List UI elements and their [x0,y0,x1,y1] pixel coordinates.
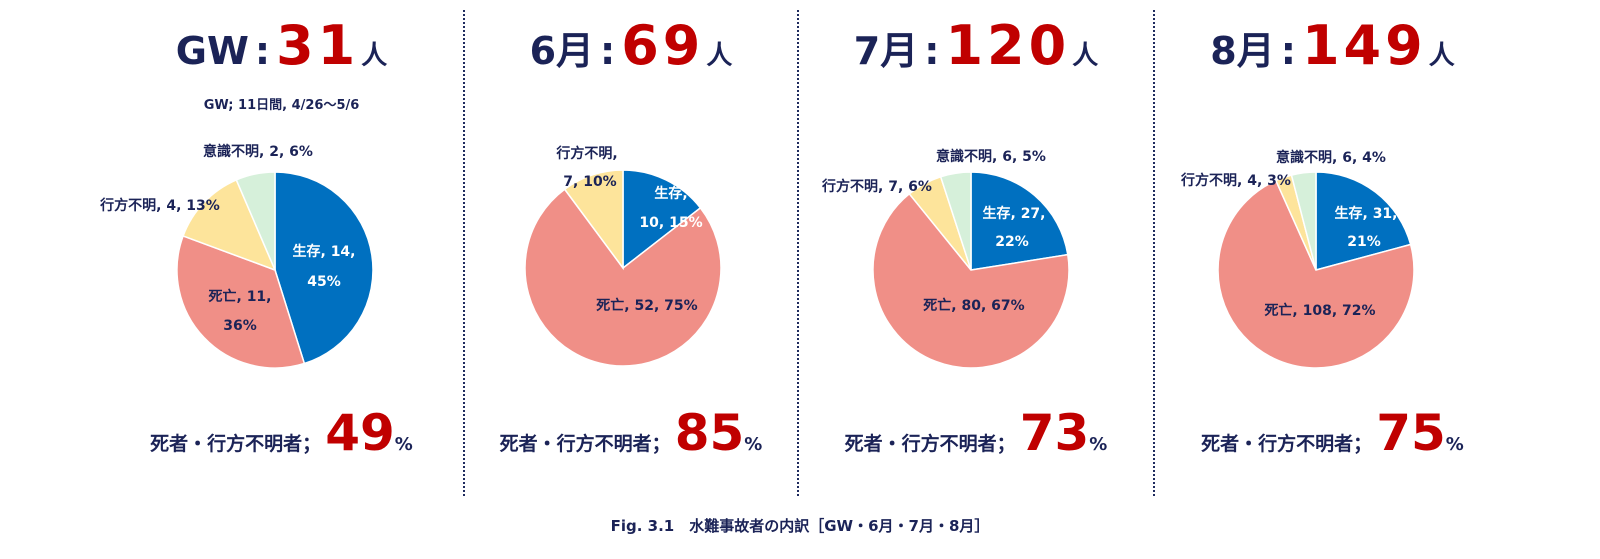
label-unconscious: 意識不明, 6, 4% [1276,149,1386,166]
summary-value: 75 [1376,404,1446,462]
title-label: 7月 [853,29,919,73]
summary: 死者・行方不明者；85% [465,404,797,462]
pie-chart-august: 生存, 31, 21% 死亡, 108, 72% 行方不明, 4, 3% 意識不… [1180,149,1415,369]
title-number: 149 [1301,14,1427,77]
title-number: 120 [945,14,1071,77]
pie-slice-missing [182,178,277,272]
label-survived-line1: 生存, [654,185,687,202]
panel-divider [797,10,799,496]
label-unconscious: 意識不明, 6, 5% [936,148,1046,165]
label-dead: 死亡, 52, 75% [595,297,697,314]
title-unit: 人 [1428,41,1455,71]
label-missing: 行方不明, 4, 13% [99,197,220,214]
pie-slice-survived [970,171,1069,271]
pie-slice-survived [1315,171,1412,271]
chart-title: 8月:149人 [1155,14,1510,77]
chart-panel-august: 8月:149人 生存, 31, 21% 死亡, 108, 72% 行方不明, 4… [1155,0,1510,500]
label-survived-line2: 22% [995,234,1029,250]
title-number: 69 [621,14,705,77]
label-missing: 行方不明, 7, 6% [821,178,932,195]
pie-slice-survived [274,171,374,365]
summary-label: 死者・行方不明者； [150,433,322,455]
summary-label: 死者・行方不明者； [499,433,671,455]
pie-slice-unconscious [235,171,276,271]
title-colon: : [600,29,616,73]
chart-title: 7月:120人 [799,14,1153,77]
chart-title: 6月:69人 [465,14,797,77]
title-label: 8月 [1210,29,1275,73]
pie-slice-unconscious [939,171,972,271]
pie-slice-dead [176,234,306,369]
panel-divider [1153,10,1155,496]
title-unit: 人 [706,41,733,71]
label-missing: 行方不明, 4, 3% [1180,172,1291,189]
title-colon: : [254,29,271,73]
label-dead-line1: 死亡, 11, [208,288,272,305]
title-colon: : [924,29,940,73]
panel-divider [463,10,465,496]
summary-label: 死者・行方不明者； [1201,433,1373,455]
pie-chart-june: 生存, 10, 15% 死亡, 52, 75% 行方不明, 7, 10% [524,145,722,367]
summary-unit: % [744,434,763,455]
summary-label: 死者・行方不明者； [844,433,1016,455]
label-survived-line2: 10, 15% [639,215,702,231]
summary: 死者・行方不明者；73% [799,404,1153,462]
title-label: GW [175,29,249,73]
label-survived-line2: 45% [307,274,341,290]
pie-slice-survived [622,169,702,270]
summary-unit: % [394,434,413,455]
label-dead: 死亡, 80, 67% [922,297,1024,314]
label-missing-line1: 行方不明, [555,145,617,162]
period-note: GW; 11日間, 4/26〜5/6 [203,98,360,113]
pie-chart-july: 生存, 27, 22% 死亡, 80, 67% 行方不明, 7, 6% 意識不明… [821,148,1070,369]
pie-chart-gw: 生存, 14, 45% 死亡, 11, 36% 行方不明, 4, 13% 意識不… [99,143,374,369]
label-missing-line2: 7, 10% [563,174,616,190]
label-survived-line1: 生存, 14, [293,243,356,260]
label-survived-line1: 生存, 31, [1335,205,1398,222]
title-unit: 人 [361,41,388,71]
label-survived-line1: 生存, 27, [983,205,1046,222]
title-number: 31 [276,14,360,77]
title-unit: 人 [1072,41,1099,71]
pie-slice-dead [1217,179,1415,369]
label-survived-line2: 21% [1347,234,1381,250]
pie-slice-unconscious [1290,171,1317,271]
figure-caption: Fig. 3.1 水難事故者の内訳［GW・6月・7月・8月］ [610,517,990,535]
pie-slice-dead [524,188,722,367]
label-unconscious: 意識不明, 2, 6% [203,143,313,160]
summary: 死者・行方不明者；49% [100,404,463,462]
pie-slice-dead [872,192,1070,369]
summary-value: 73 [1019,404,1090,462]
summary-value: 49 [325,404,395,462]
chart-panel-gw: GW:31人 GW; 11日間, 4/26〜5/6 生存, 14, 45% 死亡… [99,0,463,500]
summary-unit: % [1089,434,1108,455]
title-label: 6月 [529,29,595,73]
chart-title: GW:31人 [100,14,463,77]
summary-unit: % [1445,434,1464,455]
label-dead-line2: 36% [223,318,257,334]
pie-slice-missing [563,169,624,271]
title-colon: : [1280,29,1296,73]
chart-panel-june: 6月:69人 生存, 10, 15% 死亡, 52, 75% 行方不明, 7, … [465,0,797,500]
label-dead: 死亡, 108, 72% [1263,302,1375,319]
summary: 死者・行方不明者；75% [1155,404,1510,462]
summary-value: 85 [674,404,745,462]
chart-panel-july: 7月:120人 生存, 27, 22% 死亡, 80, 67% 行方不明, 7,… [799,0,1153,500]
